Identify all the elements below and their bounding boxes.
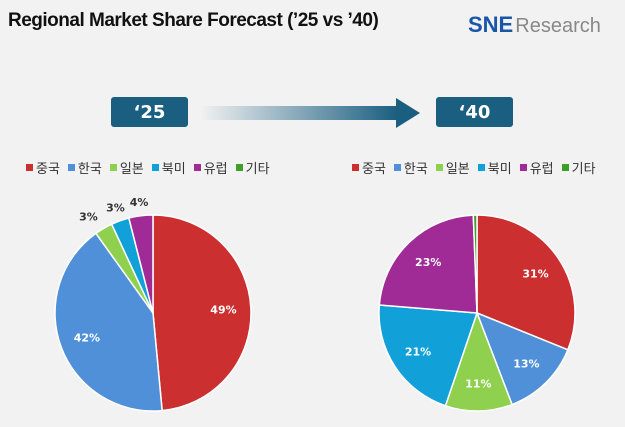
logo-sne: SNE <box>468 12 514 37</box>
data-label: 31% <box>522 268 548 281</box>
legend-swatch <box>151 164 159 171</box>
legend-label: 유럽 <box>529 162 554 177</box>
legend-label: 기타 <box>571 162 596 177</box>
legend-swatch <box>561 164 569 171</box>
data-label: 3% <box>79 210 98 223</box>
pie-slice-한국 <box>54 232 163 412</box>
legend-2025: 중국 한국 일본 북미 유럽 기타 <box>26 158 270 177</box>
pie-slice-중국 <box>476 214 576 351</box>
pie-slice-중국 <box>152 214 252 412</box>
logo-research: Research <box>515 15 601 37</box>
pie-slice-북미 <box>378 304 479 407</box>
pie-slice-유럽 <box>378 214 478 314</box>
data-label: 13% <box>513 357 539 370</box>
data-label: 23% <box>415 256 441 269</box>
legend-label: 중국 <box>36 162 60 177</box>
legend-label: 한국 <box>77 162 102 177</box>
year-label-2040: ‘40 <box>436 97 513 127</box>
legend-swatch <box>235 164 243 171</box>
legend-swatch <box>67 164 75 171</box>
legend-swatch <box>519 164 527 171</box>
arrow-icon <box>200 98 420 128</box>
legend-item: 기타 <box>235 158 270 177</box>
legend-item: 유럽 <box>193 158 228 177</box>
legend-label: 북미 <box>487 162 512 177</box>
pie-slice-유럽 <box>127 214 154 314</box>
legend-label: 일본 <box>119 162 144 177</box>
legend-item: 일본 <box>435 158 470 177</box>
pie-slice-일본 <box>444 310 514 412</box>
legend-swatch <box>352 164 359 171</box>
legend-item: 일본 <box>109 158 144 177</box>
legend-swatch <box>435 164 443 171</box>
legend-item: 북미 <box>151 158 186 177</box>
legend-label: 중국 <box>362 162 386 177</box>
data-label: 11% <box>465 378 491 391</box>
legend-label: 기타 <box>245 162 270 177</box>
legend-swatch <box>109 164 117 171</box>
legend-label: 일본 <box>445 162 470 177</box>
sne-research-logo: SNE Research <box>468 12 601 38</box>
legend-item: 유럽 <box>519 158 554 177</box>
data-label: 3% <box>106 201 125 214</box>
legend-item: 기타 <box>561 158 596 177</box>
legend-label: 북미 <box>161 162 186 177</box>
legend-item: 한국 <box>393 158 428 177</box>
pie-slice-한국 <box>475 311 569 406</box>
legend-swatch <box>477 164 485 171</box>
legend-item: 북미 <box>477 158 512 177</box>
legend-label: 유럽 <box>203 162 228 177</box>
legend-swatch <box>26 164 33 171</box>
legend-item: 중국 <box>352 158 386 177</box>
data-label: 21% <box>405 346 431 359</box>
year-label-2025: ‘25 <box>111 97 188 127</box>
pie-slice-기타 <box>472 214 478 314</box>
data-label: 42% <box>74 332 100 345</box>
page-title: Regional Market Share Forecast (’25 vs ’… <box>8 10 379 31</box>
legend-label: 한국 <box>403 162 428 177</box>
data-label: 49% <box>210 304 236 317</box>
legend-2040: 중국 한국 일본 북미 유럽 기타 <box>352 158 596 177</box>
legend-swatch <box>393 164 401 171</box>
legend-swatch <box>193 164 201 171</box>
data-label: 4% <box>130 196 149 209</box>
legend-item: 한국 <box>67 158 102 177</box>
legend-item: 중국 <box>26 158 60 177</box>
